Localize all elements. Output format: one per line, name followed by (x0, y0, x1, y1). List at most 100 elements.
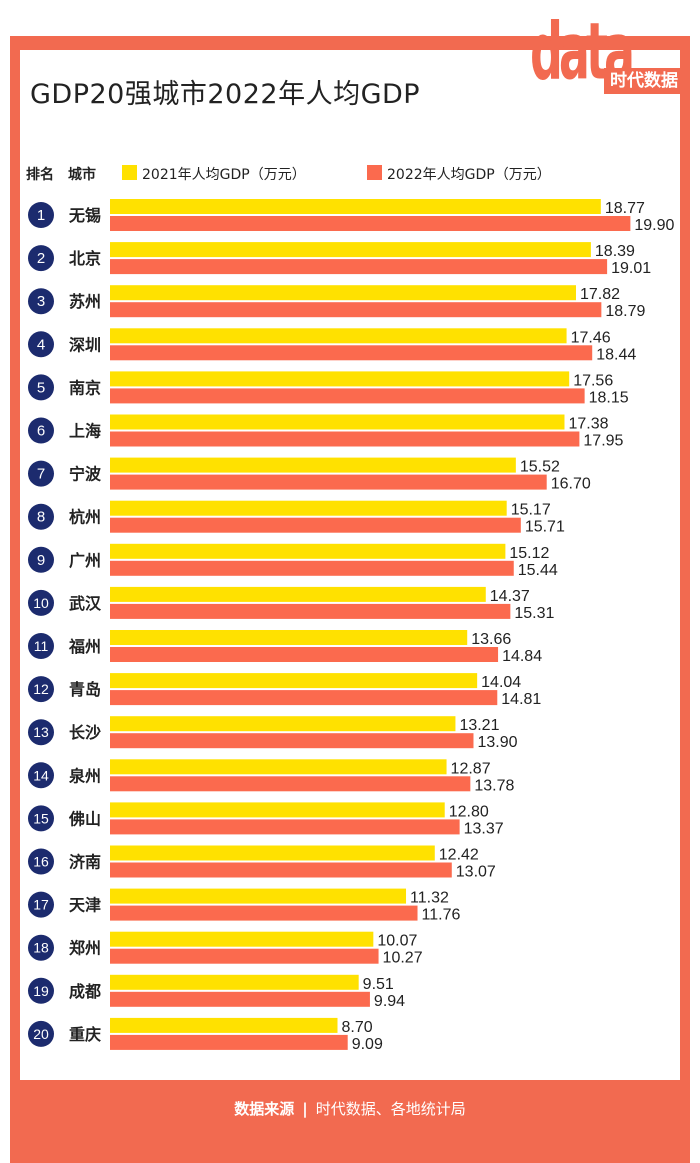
bar-2022 (110, 819, 460, 835)
city-label: 长沙 (69, 723, 101, 742)
value-label-2021: 12.42 (439, 847, 479, 864)
rank-badge (28, 331, 54, 358)
bar-2021 (110, 328, 567, 344)
value-label-2022: 15.44 (518, 562, 558, 579)
legend-swatch-2021 (122, 165, 137, 180)
city-label: 深圳 (69, 335, 101, 354)
bar-2022 (110, 216, 631, 231)
bar-2022 (110, 560, 514, 576)
source-label: 数据来源 (234, 1100, 295, 1118)
value-label-2022: 18.15 (589, 389, 629, 406)
rank-badge (28, 245, 54, 272)
bar-2022 (110, 474, 547, 490)
value-label-2022: 18.44 (596, 346, 636, 363)
rank-number: 7 (37, 466, 45, 483)
value-label-2022: 9.09 (352, 1036, 383, 1053)
bar-2021 (110, 673, 478, 689)
value-label-2022: 15.31 (514, 605, 554, 622)
value-label-2021: 15.12 (509, 545, 549, 562)
bar-2021 (110, 630, 468, 645)
rank-badge (28, 546, 54, 573)
value-label-2021: 17.38 (568, 416, 608, 433)
bar-2021 (110, 500, 507, 516)
bar-2021 (110, 1017, 338, 1033)
bar-2022 (110, 905, 418, 921)
rank-number: 14 (33, 767, 49, 783)
city-label: 杭州 (69, 508, 101, 527)
legend-label-2022: 2022年人均GDP（万元） (387, 167, 551, 183)
bar-2021 (110, 242, 591, 258)
city-label: 武汉 (69, 594, 102, 613)
city-label: 成都 (69, 982, 101, 1001)
rank-number: 6 (37, 423, 45, 440)
bar-2021 (110, 199, 601, 214)
bar-2022 (110, 690, 498, 706)
bar-2022 (110, 345, 593, 361)
city-label: 南京 (69, 378, 101, 397)
rank-badge (28, 589, 54, 616)
source-separator: | (302, 1100, 308, 1118)
value-label-2022: 11.76 (422, 907, 461, 924)
value-label-2021: 14.04 (481, 674, 521, 691)
city-label: 天津 (69, 896, 101, 915)
value-label-2021: 10.07 (377, 933, 417, 950)
value-label-2021: 9.51 (363, 976, 394, 993)
bar-2021 (110, 759, 447, 775)
rank-number: 19 (33, 983, 49, 999)
bar-2021 (110, 716, 456, 732)
rank-number: 10 (33, 595, 49, 611)
value-label-2021: 8.70 (342, 1019, 373, 1036)
rank-badge (28, 719, 54, 746)
rank-number: 18 (33, 940, 49, 956)
value-label-2021: 18.77 (605, 200, 645, 217)
value-label-2021: 17.56 (573, 372, 613, 389)
bar-2021 (110, 371, 570, 387)
value-label-2021: 15.17 (511, 502, 551, 519)
bar-2022 (110, 948, 379, 964)
bar-2022 (110, 431, 580, 447)
rank-badge (28, 374, 54, 401)
rank-number: 3 (37, 293, 45, 310)
rank-number: 5 (37, 379, 45, 396)
value-label-2021: 12.80 (449, 803, 489, 820)
city-label: 青岛 (69, 680, 101, 699)
value-label-2022: 13.90 (477, 734, 517, 751)
rank-badge (28, 460, 54, 487)
city-label: 佛山 (68, 809, 101, 828)
bar-2022 (110, 647, 499, 662)
rank-badge (28, 202, 54, 228)
rank-number: 13 (33, 724, 49, 740)
rank-badge (28, 503, 54, 530)
bar-2022 (110, 603, 511, 619)
value-label-2022: 14.84 (502, 648, 542, 665)
legend-swatch-2022 (367, 165, 382, 180)
city-label: 广州 (69, 551, 101, 570)
value-label-2022: 13.78 (474, 777, 514, 794)
rank-number: 11 (34, 638, 49, 654)
rank-badge (28, 977, 54, 1004)
rank-badge (28, 633, 54, 659)
bar-2021 (110, 845, 435, 861)
value-label-2021: 13.21 (459, 717, 499, 734)
city-label: 泉州 (69, 766, 101, 785)
city-label: 郑州 (69, 939, 101, 958)
value-label-2022: 17.95 (583, 433, 623, 450)
rank-badge (28, 288, 54, 315)
value-label-2022: 14.81 (501, 691, 541, 708)
rank-number: 8 (37, 509, 45, 526)
bar-2022 (110, 776, 471, 792)
bar-2022 (110, 517, 521, 533)
rank-badge (28, 805, 54, 832)
bar-2021 (110, 974, 359, 990)
rank-badge (28, 762, 54, 789)
rank-number: 16 (33, 854, 49, 870)
bar-2022 (110, 388, 585, 404)
value-label-2022: 13.07 (456, 864, 496, 881)
bar-2021 (110, 888, 407, 904)
value-label-2021: 17.82 (580, 286, 620, 303)
legend-label-2021: 2021年人均GDP（万元） (142, 167, 306, 183)
rank-number: 4 (37, 336, 45, 353)
value-label-2022: 18.79 (605, 303, 645, 320)
value-label-2021: 12.87 (451, 760, 491, 777)
